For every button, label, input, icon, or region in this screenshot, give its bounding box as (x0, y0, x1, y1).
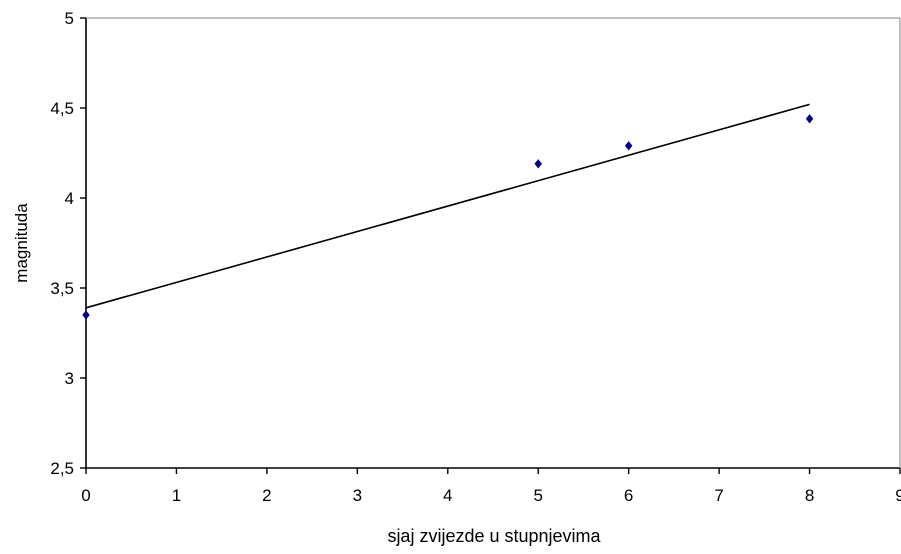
y-tick-label: 5 (65, 9, 74, 28)
y-tick-label: 3 (65, 369, 74, 388)
y-tick-label: 3,5 (50, 279, 74, 298)
x-tick-label: 4 (443, 486, 452, 505)
x-tick-label: 9 (895, 486, 901, 505)
trendline-group (85, 103, 810, 309)
x-tick-label: 7 (714, 486, 723, 505)
y-tick-label: 2,5 (50, 459, 74, 478)
x-tick-label: 8 (805, 486, 814, 505)
data-point (534, 159, 542, 169)
plot-frame (85, 17, 901, 469)
data-points (82, 114, 814, 320)
data-point (82, 310, 90, 320)
x-tick-label: 1 (172, 486, 181, 505)
y-tick-label: 4,5 (50, 99, 74, 118)
data-point (624, 141, 633, 151)
trendline (85, 103, 810, 309)
x-tick-label: 3 (353, 486, 362, 505)
x-tick-label: 0 (81, 486, 90, 505)
y-tick-label: 4 (65, 189, 74, 208)
data-point (805, 114, 814, 124)
axis-tick-labels: 0 1 2 3 4 5 6 7 8 9 2,5 3 3,5 4 4,5 5 (50, 9, 901, 505)
x-tick-label: 6 (624, 486, 633, 505)
axis-ticks (80, 17, 901, 474)
x-tick-label: 5 (533, 486, 542, 505)
y-axis-label: magnituda (12, 203, 31, 283)
x-tick-label: 2 (262, 486, 271, 505)
x-axis-label: sjaj zvijezde u stupnjevima (387, 526, 601, 546)
